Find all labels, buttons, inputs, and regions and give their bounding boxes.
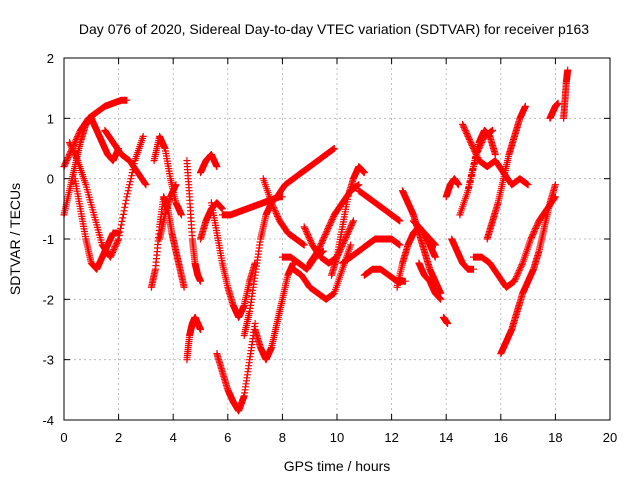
y-tick-label: -1	[42, 232, 54, 247]
x-tick-label: 14	[439, 430, 453, 445]
y-tick-label: 0	[47, 172, 54, 187]
x-tick-label: 16	[494, 430, 508, 445]
y-tick-label: 1	[47, 111, 54, 126]
series-markers	[60, 66, 572, 415]
data-points	[60, 66, 572, 415]
x-axis-label: GPS time / hours	[284, 458, 391, 474]
x-tick-label: 4	[170, 430, 177, 445]
x-tick-label: 0	[60, 430, 67, 445]
x-tick-label: 8	[279, 430, 286, 445]
x-tick-label: 2	[115, 430, 122, 445]
x-axis-ticks: 0 2 4 6 8 10 12 14 16 18 20	[60, 58, 617, 445]
x-tick-label: 12	[384, 430, 398, 445]
chart-title: Day 076 of 2020, Sidereal Day-to-day VTE…	[79, 21, 589, 37]
y-tick-label: -4	[42, 413, 54, 428]
y-tick-label: 2	[47, 51, 54, 66]
y-tick-label: -3	[42, 353, 54, 368]
x-tick-label: 10	[330, 430, 344, 445]
y-axis-label: SDTVAR / TECUs	[7, 183, 23, 295]
x-tick-label: 20	[603, 430, 617, 445]
x-tick-label: 6	[224, 430, 231, 445]
x-tick-label: 18	[548, 430, 562, 445]
y-tick-label: -2	[42, 292, 54, 307]
y-axis-ticks: -4 -3 -2 -1 0 1 2	[42, 51, 610, 428]
